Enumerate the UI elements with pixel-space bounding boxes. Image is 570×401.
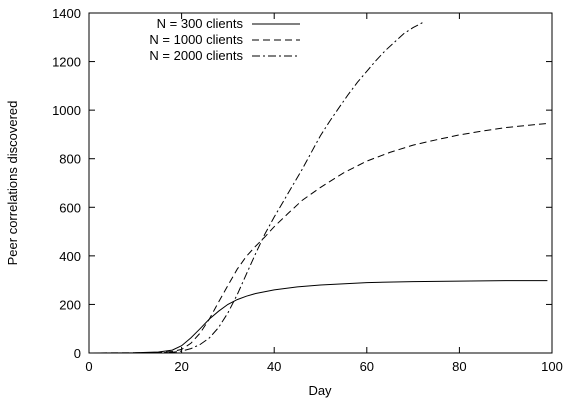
x-tick-label: 0 [85, 359, 92, 374]
y-tick-label: 1400 [52, 6, 81, 21]
y-tick-label: 800 [59, 152, 81, 167]
x-tick-label: 20 [174, 359, 188, 374]
x-axis-label: Day [308, 383, 332, 398]
series-line-2 [88, 123, 548, 354]
y-tick-label: 200 [59, 297, 81, 312]
x-tick-label: 60 [360, 359, 374, 374]
y-tick-label: 400 [59, 249, 81, 264]
series-line-3 [89, 22, 423, 354]
x-tick-label: 40 [267, 359, 281, 374]
x-tick-label: 100 [541, 359, 563, 374]
y-tick-label: 600 [59, 200, 81, 215]
y-axis-label: Peer correlations discovered [5, 101, 20, 266]
legend-label: N = 300 clients [157, 16, 244, 31]
y-tick-label: 0 [74, 346, 81, 361]
y-tick-label: 1000 [52, 103, 81, 118]
y-tick-label: 1200 [52, 55, 81, 70]
plot-area-frame [88, 12, 553, 354]
series-line-1 [88, 280, 548, 354]
legend-label: N = 2000 clients [149, 48, 243, 63]
series-lines [88, 22, 548, 354]
x-tick-label: 80 [452, 359, 466, 374]
legend-label: N = 1000 clients [149, 32, 243, 47]
